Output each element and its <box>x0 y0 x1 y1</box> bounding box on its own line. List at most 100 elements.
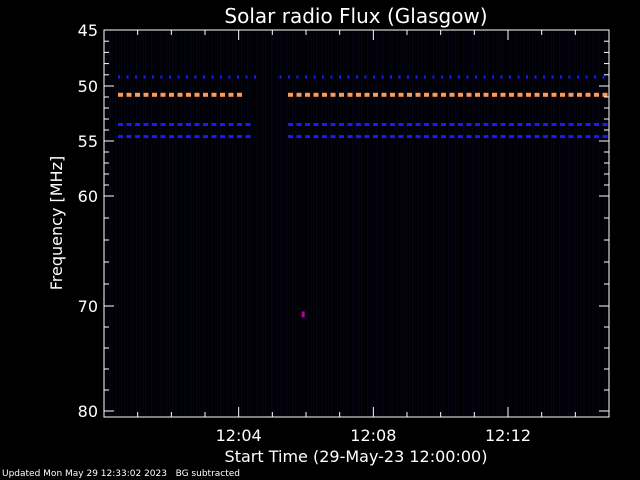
background-streak <box>370 31 372 416</box>
band-2-segment <box>492 123 497 126</box>
background-streak <box>466 31 468 416</box>
band-2-segment <box>322 123 327 126</box>
band-0-segment <box>551 75 554 79</box>
background-streak <box>526 31 528 416</box>
background-streak <box>547 31 549 416</box>
background-streak <box>235 31 237 416</box>
background-streak <box>169 31 171 416</box>
background-streak <box>478 31 480 416</box>
band-0-segment <box>211 75 214 79</box>
background-streak <box>400 31 402 416</box>
band-1-segment <box>534 92 540 97</box>
band-0-segment <box>347 75 350 79</box>
band-2-segment <box>203 123 208 126</box>
background-streak <box>571 31 573 416</box>
background-streak <box>187 31 189 416</box>
band-2-segment <box>160 123 166 126</box>
background-streak <box>391 31 393 416</box>
band-1-segment <box>500 92 506 97</box>
band-2-segment <box>390 123 395 126</box>
background-streak <box>385 31 387 416</box>
band-0-segment <box>118 75 120 79</box>
band-0-segment <box>143 75 146 79</box>
background-streak <box>295 31 297 416</box>
band-0-segment <box>568 75 571 79</box>
band-3-segment <box>339 135 344 139</box>
band-3-segment <box>220 135 225 139</box>
background-streak <box>415 31 417 416</box>
background-streak <box>529 31 531 416</box>
y-tick-label: 45 <box>78 21 98 40</box>
band-2-segment <box>458 123 463 126</box>
band-3-segment <box>356 135 361 139</box>
x-tick-label: 12:08 <box>350 426 396 445</box>
band-2-segment <box>577 123 582 126</box>
background-streak <box>406 31 408 416</box>
band-3-segment <box>288 135 293 139</box>
band-0-segment <box>577 75 579 79</box>
band-2-segment <box>381 123 387 126</box>
background-streak <box>568 31 570 416</box>
background-streak <box>250 31 252 416</box>
band-2-segment <box>594 123 599 126</box>
band-0-segment <box>220 75 222 79</box>
background-streak <box>475 31 477 416</box>
background-streak <box>220 31 222 416</box>
band-3-segment <box>432 135 438 139</box>
band-1-segment <box>432 92 438 97</box>
background-streak <box>421 31 423 416</box>
background-streak <box>274 31 276 416</box>
band-1-segment <box>322 92 327 97</box>
band-1-segment <box>347 92 353 97</box>
background-streak <box>508 31 510 416</box>
emission-bands <box>118 75 608 139</box>
background-streak <box>112 31 114 416</box>
background-streak <box>427 31 429 416</box>
background-streak <box>442 31 444 416</box>
x-tick-label: 12:12 <box>485 426 531 445</box>
band-2-segment <box>500 123 506 126</box>
band-0-segment <box>526 75 528 79</box>
background-streak <box>601 31 603 416</box>
background-streak <box>262 31 264 416</box>
background-streak <box>493 31 495 416</box>
band-0-segment <box>194 75 197 79</box>
background-streak <box>292 31 294 416</box>
background-streak <box>127 31 129 416</box>
band-3-segment <box>237 135 242 139</box>
background-streak <box>109 31 111 416</box>
band-2-segment <box>449 123 455 126</box>
band-2-segment <box>347 123 353 126</box>
background-streak <box>565 31 567 416</box>
background-streak <box>253 31 255 416</box>
background-streak <box>115 31 117 416</box>
x-axis-label: Start Time (29-May-23 12:00:00) <box>225 447 488 466</box>
band-3-segment <box>160 135 166 139</box>
background-streak <box>184 31 186 416</box>
background-streak <box>160 31 162 416</box>
band-1-segment <box>560 92 565 97</box>
band-1-segment <box>364 92 370 97</box>
band-1-segment <box>415 92 421 97</box>
background-streak <box>232 31 234 416</box>
band-2-segment <box>194 123 200 126</box>
background-streak <box>190 31 192 416</box>
band-0-segment <box>543 75 545 79</box>
band-1-segment <box>577 92 582 97</box>
band-3-segment <box>602 135 608 139</box>
band-1-segment <box>152 92 157 97</box>
background-streak <box>487 31 489 416</box>
band-0-segment <box>305 75 307 79</box>
band-0-segment <box>237 75 239 79</box>
band-0-segment <box>126 75 129 79</box>
band-1-segment <box>313 92 319 97</box>
background-streak <box>307 31 309 416</box>
background-streak <box>193 31 195 416</box>
band-3-segment <box>381 135 387 139</box>
band-0-segment <box>390 75 392 79</box>
band-1-segment <box>543 92 548 97</box>
y-axis: 45 50 55 60 70 80 <box>78 21 609 421</box>
band-2-segment <box>126 123 132 126</box>
band-1-segment <box>118 92 123 97</box>
